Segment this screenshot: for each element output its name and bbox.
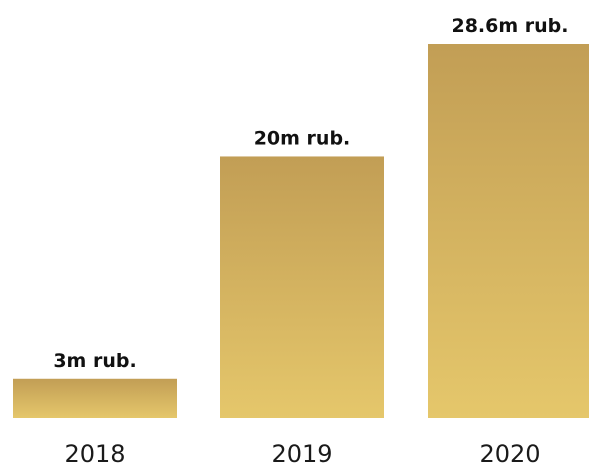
data-label-2020: 28.6m rub. xyxy=(451,15,568,37)
data-labels-group: 3m rub. 20m rub. 28.6m rub. xyxy=(53,15,568,372)
data-label-2018: 3m rub. xyxy=(53,350,136,372)
bar-2020 xyxy=(428,44,589,418)
category-label-2018: 2018 xyxy=(64,440,125,468)
data-label-2019: 20m rub. xyxy=(254,127,351,149)
bar-2019 xyxy=(220,156,384,418)
bars-group xyxy=(13,44,589,418)
category-axis: 2018 2019 2020 xyxy=(64,440,540,468)
category-label-2020: 2020 xyxy=(479,440,540,468)
bar-2018 xyxy=(13,378,177,418)
category-label-2019: 2019 xyxy=(271,440,332,468)
